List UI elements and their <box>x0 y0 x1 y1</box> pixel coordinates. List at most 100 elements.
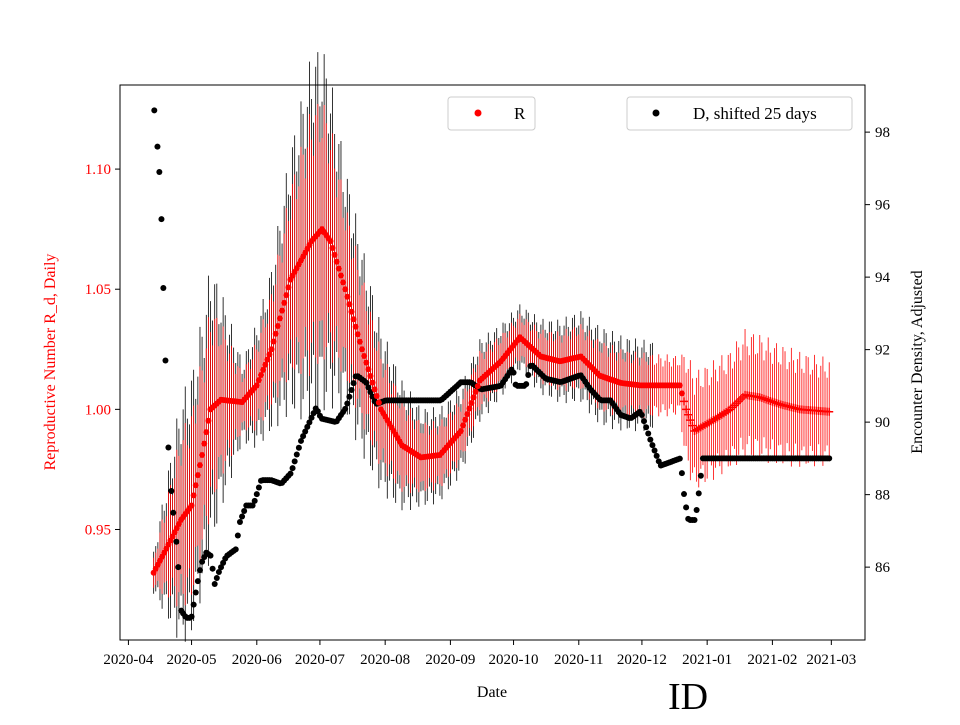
d-point <box>350 380 357 387</box>
r-point <box>276 315 283 322</box>
d-point <box>249 502 256 509</box>
r-point <box>363 359 370 366</box>
r-point <box>264 356 271 363</box>
r-point <box>329 245 336 252</box>
r-point <box>283 292 290 299</box>
d-point <box>241 508 248 515</box>
d-point <box>363 379 370 386</box>
d-point <box>192 589 199 596</box>
y-axis-right-label: Encounter Density, Adjusted <box>909 270 926 453</box>
r-point <box>266 351 273 358</box>
x-tick-label: 2020-11 <box>554 652 603 668</box>
r-point <box>270 338 277 345</box>
d-point <box>156 169 163 176</box>
d-point <box>162 357 169 364</box>
d-point <box>201 554 208 561</box>
d-point <box>158 216 165 223</box>
d-point <box>314 408 321 415</box>
y-right-tick-label: 98 <box>875 125 890 141</box>
d-point <box>194 578 201 585</box>
d-point <box>643 424 650 431</box>
d-point <box>348 386 355 393</box>
y-right-tick-label: 88 <box>875 488 890 504</box>
r-point <box>337 272 344 279</box>
r-point <box>192 482 199 489</box>
y-right-tick-label: 90 <box>875 415 890 431</box>
r-point <box>262 361 269 368</box>
x-tick-label: 2020-04 <box>103 652 153 668</box>
r-point <box>682 405 691 414</box>
d-point <box>683 504 690 511</box>
y-left-tick-label: 0.95 <box>85 522 111 538</box>
d-point <box>676 455 683 462</box>
d-point <box>211 581 218 588</box>
d-point <box>638 411 645 418</box>
r-point <box>460 422 467 429</box>
r-point <box>205 417 212 424</box>
r-point <box>255 377 262 384</box>
r-point <box>678 390 685 397</box>
r-point <box>327 238 334 245</box>
d-point <box>678 470 685 477</box>
r-point <box>285 284 292 291</box>
r-inner-error-bars <box>153 104 830 607</box>
r-point <box>194 472 201 479</box>
d-point <box>165 444 172 451</box>
y-axis-right: 86 88 90 92 94 96 98 <box>865 125 891 576</box>
r-point <box>356 338 363 345</box>
d-point <box>255 484 262 491</box>
d-point <box>160 285 167 292</box>
d-point <box>306 419 313 426</box>
d-point <box>287 470 294 477</box>
d-point <box>234 532 241 539</box>
x-tick-label: 2021-01 <box>682 652 732 668</box>
r-point <box>274 323 281 330</box>
d-point <box>190 601 197 608</box>
r-point <box>470 394 477 401</box>
corner-label: ID <box>668 676 708 718</box>
y-left-tick-label: 1.05 <box>85 282 111 298</box>
y-right-tick-label: 86 <box>875 560 891 576</box>
d-point <box>151 107 158 114</box>
r-point <box>253 382 260 389</box>
d-point <box>647 436 654 443</box>
r-point <box>361 352 368 359</box>
x-tick-label: 2020-10 <box>489 652 539 668</box>
x-tick-label: 2020-09 <box>425 652 475 668</box>
d-point <box>209 565 216 572</box>
d-point <box>251 497 258 504</box>
r-point <box>359 346 366 353</box>
r-point <box>199 452 206 458</box>
d-point <box>289 465 296 472</box>
x-axis: 2020-04 2020-05 2020-06 2020-07 2020-08 2020-… <box>103 640 856 668</box>
r-point <box>457 427 464 434</box>
legend-r: R <box>447 96 536 131</box>
r-point <box>196 462 203 469</box>
x-tick-label: 2021-03 <box>806 652 856 668</box>
d-point <box>253 491 260 498</box>
d-point <box>346 393 353 400</box>
d-point <box>342 405 349 412</box>
d-point <box>649 442 656 449</box>
d-point <box>641 418 648 425</box>
d-point <box>681 491 688 498</box>
r-point <box>367 372 374 379</box>
d-point <box>365 384 372 391</box>
r-point <box>474 383 481 390</box>
r-point <box>352 323 359 330</box>
r-point <box>354 331 361 338</box>
y-left-tick-label: 1.00 <box>85 402 111 418</box>
r-point <box>684 410 693 419</box>
r-point <box>203 429 210 436</box>
legend-r-label: R <box>514 104 526 123</box>
x-tick-label: 2021-02 <box>747 652 797 668</box>
r-point <box>676 382 683 389</box>
r-point <box>466 405 473 412</box>
d-point <box>302 428 309 435</box>
d-point <box>291 458 298 465</box>
legend-d: D, shifted 25 days <box>626 96 853 131</box>
d-point <box>510 369 517 376</box>
y-right-tick-label: 92 <box>875 343 890 359</box>
y-right-tick-label: 94 <box>875 270 891 286</box>
